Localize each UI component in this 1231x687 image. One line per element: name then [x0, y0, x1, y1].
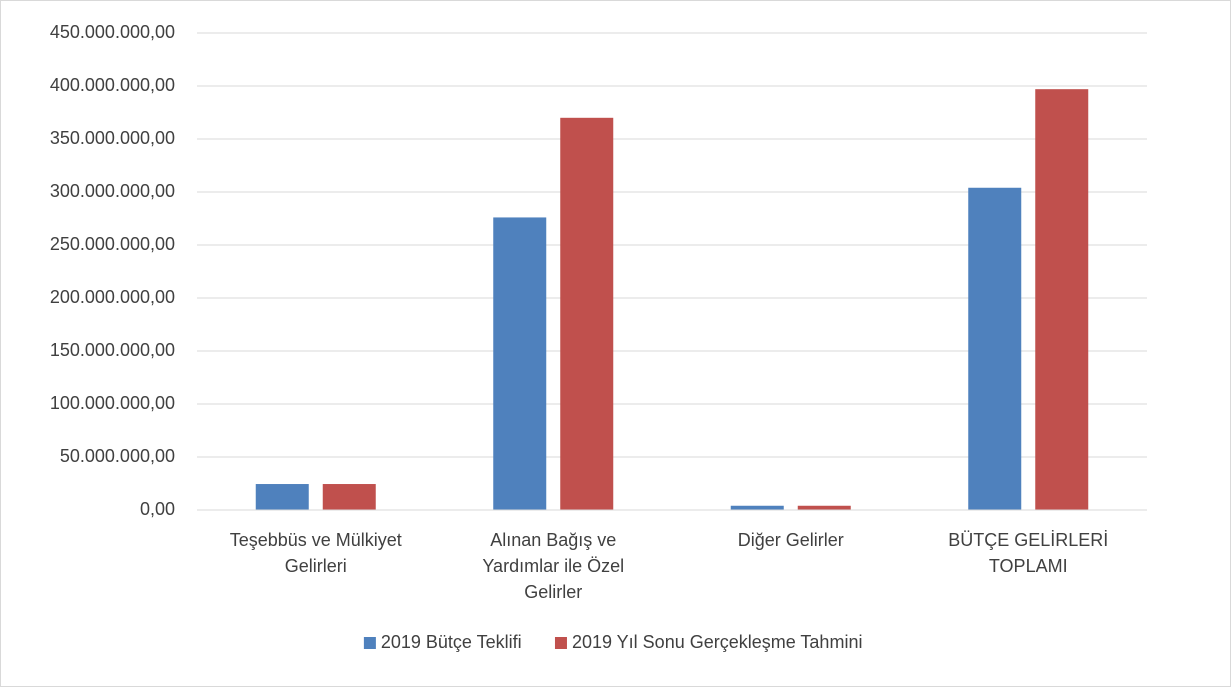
legend-swatch [363, 637, 376, 649]
y-tick-label: 50.000.000,00 [60, 446, 175, 466]
bar [322, 484, 376, 510]
bar [968, 187, 1022, 510]
legend-label: 2019 Yıl Sonu Gerçekleşme Tahmini [572, 632, 863, 652]
y-tick-label: 300.000.000,00 [50, 181, 175, 201]
y-tick-label: 0,00 [140, 499, 175, 519]
bar [560, 117, 614, 511]
y-tick-label: 400.000.000,00 [50, 75, 175, 95]
bar [1035, 89, 1089, 511]
legend-swatch [554, 637, 567, 649]
x-tick-label: Teşebbüs ve Mülkiyet Gelirleri [229, 530, 402, 576]
y-tick-label: 350.000.000,00 [50, 128, 175, 148]
y-tick-label: 450.000.000,00 [50, 22, 175, 42]
y-tick-label: 200.000.000,00 [50, 287, 175, 307]
bar [730, 505, 784, 510]
y-tick-label: 250.000.000,00 [50, 234, 175, 254]
bar [255, 484, 309, 510]
y-tick-label: 100.000.000,00 [50, 393, 175, 413]
x-tick-label: Alınan Bağış ve Yardımlar ile Özel Gelir… [482, 530, 625, 602]
y-tick-label: 150.000.000,00 [50, 340, 175, 360]
bar [493, 217, 547, 510]
bar [797, 505, 851, 510]
legend-label: 2019 Bütçe Teklifi [381, 632, 522, 652]
x-tick-label: BÜTÇE GELİRLERİ TOPLAMI [948, 530, 1109, 576]
x-tick-label: Diğer Gelirler [737, 530, 844, 550]
